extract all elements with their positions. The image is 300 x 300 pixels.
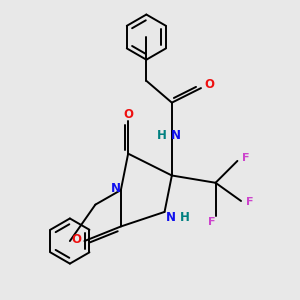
Text: N: N [110,182,120,196]
Text: O: O [123,108,133,121]
Text: H: H [157,129,166,142]
Text: F: F [208,217,216,227]
Text: H: H [180,211,190,224]
Text: O: O [71,233,81,246]
Text: N: N [166,211,176,224]
Text: O: O [204,78,214,91]
Text: N: N [170,129,181,142]
Text: F: F [246,197,254,207]
Text: F: F [242,153,249,163]
